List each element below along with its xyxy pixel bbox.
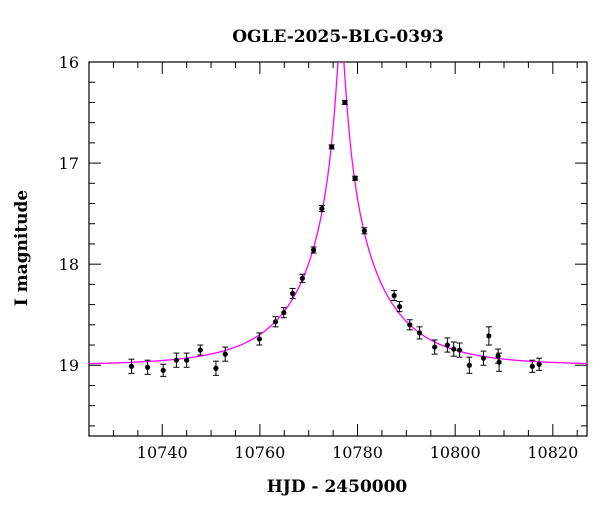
data-point xyxy=(281,310,287,316)
data-point xyxy=(432,344,438,350)
x-axis-label: HJD - 2450000 xyxy=(267,477,408,497)
y-tick-label: 16 xyxy=(59,53,79,72)
data-point xyxy=(184,357,190,363)
x-tick-label: 10780 xyxy=(332,443,383,462)
data-point xyxy=(272,319,279,325)
y-axis-label: I magnitude xyxy=(12,190,32,307)
data-point xyxy=(329,144,335,150)
y-tick-label: 18 xyxy=(59,255,79,274)
data-point xyxy=(352,175,358,181)
data-point xyxy=(128,363,135,369)
data-point xyxy=(319,205,325,212)
model-curve xyxy=(89,62,587,365)
data-point xyxy=(529,363,535,369)
data-point xyxy=(256,336,262,342)
data-point xyxy=(361,228,367,234)
data-point xyxy=(451,346,457,352)
y-tick-label: 17 xyxy=(59,154,79,173)
y-tick-label: 19 xyxy=(59,356,79,375)
data-point xyxy=(496,359,502,365)
x-tick-label: 10760 xyxy=(234,443,285,462)
data-point xyxy=(222,351,228,357)
data-point xyxy=(456,347,463,353)
data-point xyxy=(444,342,450,348)
data-point xyxy=(536,361,542,367)
data-point xyxy=(391,292,397,299)
x-tick-label: 10740 xyxy=(137,443,188,462)
data-point xyxy=(495,353,501,359)
data-point xyxy=(310,247,317,253)
data-point xyxy=(289,290,296,297)
x-tick-label: 10820 xyxy=(527,443,578,462)
data-point xyxy=(480,355,487,361)
data-point xyxy=(407,322,413,328)
data-point xyxy=(160,367,166,373)
data-point xyxy=(416,330,423,336)
chart-title: OGLE-2025-BLG-0393 xyxy=(232,27,444,47)
plot-area: 10740 10760 10780 10800 10820 16 17 18 19 xyxy=(59,53,588,462)
data-point xyxy=(173,357,179,363)
data-point xyxy=(466,362,472,368)
data-point xyxy=(197,347,203,353)
data-point xyxy=(342,99,348,106)
data-point xyxy=(144,364,151,370)
x-tick-label: 10800 xyxy=(430,443,481,462)
data-point xyxy=(299,275,305,281)
data-point xyxy=(486,333,492,339)
data-point xyxy=(213,365,219,371)
plot-frame xyxy=(88,61,588,437)
data-point xyxy=(396,304,403,310)
